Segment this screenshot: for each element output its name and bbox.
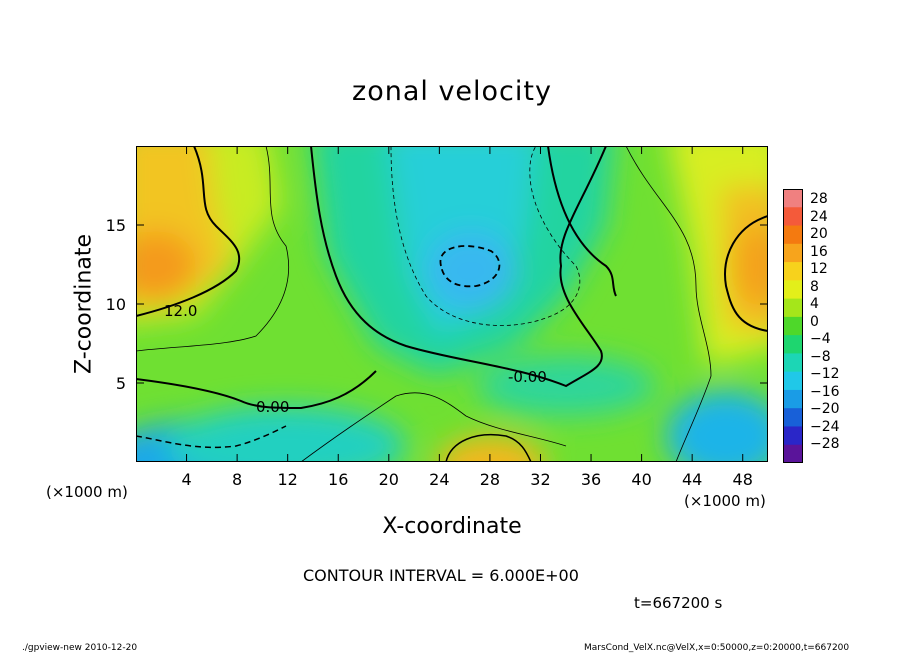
axis-ticks (136, 146, 768, 462)
x-unit-right: (×1000 m) (684, 492, 766, 510)
colorbar-label: 16 (810, 243, 828, 260)
field-region-left-max (136, 231, 196, 301)
contour-line-12-right (724, 215, 768, 332)
x-tick-label: 44 (682, 470, 702, 489)
colorbar-label: −8 (810, 348, 831, 365)
colorbar-swatch (783, 353, 803, 373)
colorbar-label: 20 (810, 226, 828, 242)
field-region-center-min (426, 231, 516, 311)
y-axis-label: Z-coordinate (71, 234, 97, 374)
colorbar-swatch (783, 389, 803, 409)
colorbar-swatch (783, 316, 803, 336)
x-tick-label: 40 (631, 470, 651, 489)
footer-left: ./gpview-new 2010-12-20 (22, 643, 138, 653)
contour-line-minus6-bottom-left (136, 425, 287, 449)
contour-line-0-right (547, 146, 617, 297)
contour-plot: 12.0 0.00 -0.00 (136, 146, 768, 462)
y-tick-label: 5 (116, 374, 126, 393)
colorbar-swatch (783, 207, 803, 227)
contour-interval-note: CONTOUR INTERVAL = 6.000E+00 (303, 566, 579, 585)
colorbar-label: −28 (810, 436, 840, 452)
contour-line-0-lower (136, 370, 377, 410)
colorbar-label: 12 (810, 261, 828, 277)
contour-label-0-lower: 0.00 (256, 398, 289, 416)
y-tick-label: 15 (106, 216, 126, 235)
x-tick-label: 4 (181, 470, 191, 489)
x-tick-label: 16 (328, 470, 348, 489)
field-region-right-max (731, 226, 768, 306)
field-region-bottom-right-cold (666, 391, 768, 462)
x-tick-label: 28 (480, 470, 500, 489)
contour-line-6-right (625, 146, 712, 462)
colorbar-swatch (783, 262, 803, 281)
x-tick-label: 12 (278, 470, 298, 489)
colorbar-swatch (783, 189, 803, 208)
chart-title: zonal velocity (352, 76, 552, 107)
colorbar (783, 189, 803, 463)
colorbar-label: 4 (810, 296, 819, 312)
colorbar-label: 8 (810, 278, 819, 295)
colorbar-swatch (783, 280, 803, 300)
footer-right: MarsCond_VelX.nc@VelX,x=0:50000,z=0:2000… (584, 643, 850, 653)
x-tick-label: 32 (530, 470, 550, 489)
colorbar-swatch (783, 225, 803, 245)
colorbar-swatch (783, 444, 803, 463)
colorbar-label: −12 (810, 366, 840, 382)
x-tick-label: 8 (232, 470, 242, 489)
contour-line-12-left (136, 146, 241, 317)
colorbar-swatch (783, 243, 803, 263)
colorbar-label: −16 (810, 383, 840, 400)
x-tick-label: 20 (379, 470, 399, 489)
x-unit-left: (×1000 m) (46, 483, 128, 501)
colorbar-label: 24 (810, 208, 828, 225)
colorbar-label: −4 (810, 331, 831, 347)
colorbar-label: 28 (810, 191, 828, 207)
contour-line-6-left (136, 146, 290, 352)
x-tick-label: 24 (429, 470, 449, 489)
colorbar-frame (783, 189, 803, 463)
contour-line-0-main (310, 146, 607, 388)
contour-line-6-bottom (300, 392, 567, 462)
contour-label-12: 12.0 (164, 302, 197, 320)
colorbar-label: 0 (810, 313, 819, 330)
x-tick-label: 36 (581, 470, 601, 489)
contour-label-0-main: -0.00 (508, 368, 547, 386)
colorbar-swatch (783, 371, 803, 391)
colorbar-swatch (783, 426, 803, 446)
colorbar-label: −24 (810, 418, 840, 435)
x-axis-label: X-coordinate (382, 514, 522, 539)
colorbar-swatch (783, 298, 803, 318)
y-tick-label: 10 (106, 295, 126, 314)
colorbar-swatch (783, 408, 803, 427)
contour-line-minus12 (439, 245, 501, 288)
colorbar-label: −20 (810, 401, 840, 417)
time-label: t=667200 s (634, 594, 723, 612)
colorbar-swatch (783, 335, 803, 354)
field-region-bottom-left-cool (166, 406, 406, 462)
contour-line-bottom-warm (445, 434, 532, 462)
contour-line-minus6 (390, 146, 581, 326)
x-tick-label: 48 (733, 470, 753, 489)
